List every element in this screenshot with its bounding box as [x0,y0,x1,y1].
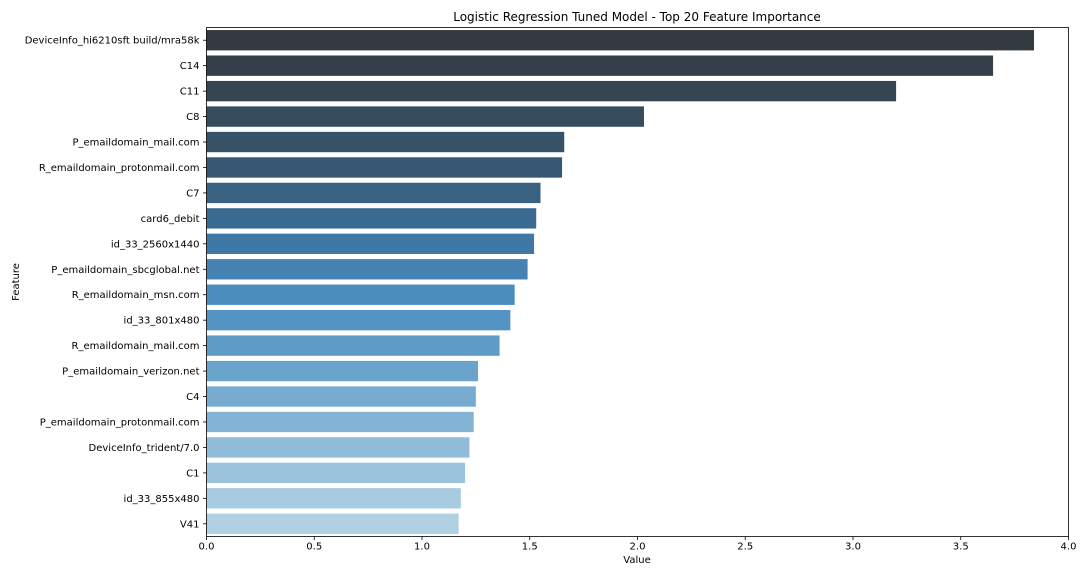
bar [206,284,515,305]
x-ticks-group: 0.0 0.5 1.0 1.5 2.0 2.5 3.0 3.5 4.0 [199,536,1077,553]
x-tick-label: 3.5 [953,542,969,553]
y-tick-label: C11 [180,87,200,98]
bar [206,259,528,280]
y-tick-label: C4 [186,392,199,403]
y-tick-label: R_emaildomain_mail.com [72,341,200,352]
y-tick-label: id_33_801x480 [124,316,200,327]
bar [206,157,563,178]
bar [206,411,474,433]
y-tick-label: P_emaildomain_mail.com [72,138,199,149]
x-tick-label: 2.0 [630,542,646,553]
y-tick-label: V41 [180,519,200,530]
bar [206,488,461,509]
x-tick-label: 1.5 [522,542,538,553]
y-tick-label: C1 [186,468,199,479]
y-tick-label: P_emaildomain_sbcglobal.net [51,265,199,276]
y-tick-label: C14 [180,61,200,72]
x-tick-label: 3.0 [845,542,861,553]
y-tick-label: DeviceInfo_hi6210sft build/mra58k [25,36,200,47]
bar [206,386,476,407]
y-tick-label: DeviceInfo_trident/7.0 [89,443,200,454]
y-tick-label: P_emaildomain_protonmail.com [40,417,200,428]
y-axis-label: Feature [11,263,22,301]
bar [206,309,511,331]
y-tick-label: R_emaildomain_protonmail.com [39,163,200,174]
x-tick-label: 2.5 [737,542,753,553]
bars-group [206,30,1035,534]
bar [206,30,1035,51]
y-tick-label: C7 [186,188,199,199]
bar [206,360,479,382]
y-tick-label: P_emaildomain_verizon.net [62,367,199,378]
y-tick-label: R_emaildomain_msn.com [72,290,200,301]
x-tick-label: 4.0 [1061,542,1077,553]
bar [206,233,535,255]
bar [206,462,466,484]
chart-title: Logistic Regression Tuned Model - Top 20… [453,10,821,24]
y-tick-label: C8 [186,112,199,123]
y-tick-label: id_33_2560x1440 [111,239,200,250]
y-tick-label: id_33_855x480 [124,494,200,505]
y-ticks-group: DeviceInfo_hi6210sft build/mra58k C14 C11 C… [25,36,207,530]
plot-frame [206,27,1069,537]
bar [206,208,537,229]
x-tick-label: 0.0 [199,542,215,553]
bar [206,80,897,102]
bar [206,55,994,76]
bar [206,182,541,204]
y-tick-label: card6_debit [141,214,200,225]
x-axis-label: Value [623,555,650,566]
bar [206,513,459,534]
bar [206,437,470,458]
x-tick-label: 1.0 [414,542,430,553]
bar [206,131,565,153]
bar [206,106,644,127]
x-tick-label: 0.5 [306,542,322,553]
bar [206,335,500,356]
